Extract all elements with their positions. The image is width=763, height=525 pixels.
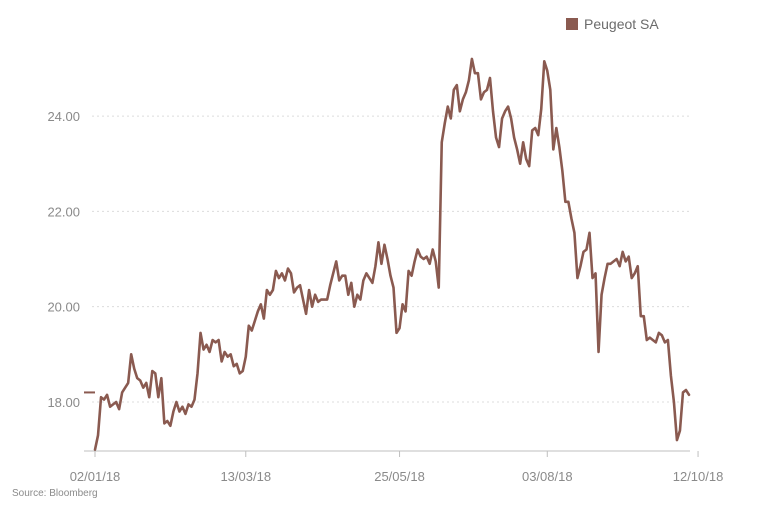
x-tick-label: 12/10/18 (673, 469, 724, 484)
y-tick-label: 24.00 (47, 109, 80, 124)
legend-swatch (566, 18, 578, 30)
y-tick-label: 20.00 (47, 300, 80, 315)
legend: Peugeot SA (566, 16, 659, 32)
x-tick-label: 02/01/18 (70, 469, 121, 484)
series-line-peugeot-sa (93, 57, 691, 451)
legend-label: Peugeot SA (584, 16, 659, 32)
y-axis-ticks: 18.00 20.00 22.00 24.00 (47, 109, 80, 410)
x-tick-label: 25/05/18 (374, 469, 425, 484)
x-tick-label: 03/08/18 (522, 469, 573, 484)
y-tick-label: 22.00 (47, 204, 80, 219)
source-note: Source: Bloomberg (12, 488, 98, 499)
x-tick-label: 13/03/18 (220, 469, 271, 484)
y-tick-label: 18.00 (47, 395, 80, 410)
gridlines (92, 115, 690, 403)
x-axis-ticks: 02/01/18 13/03/18 25/05/18 03/08/18 12/10/18 (70, 451, 724, 484)
